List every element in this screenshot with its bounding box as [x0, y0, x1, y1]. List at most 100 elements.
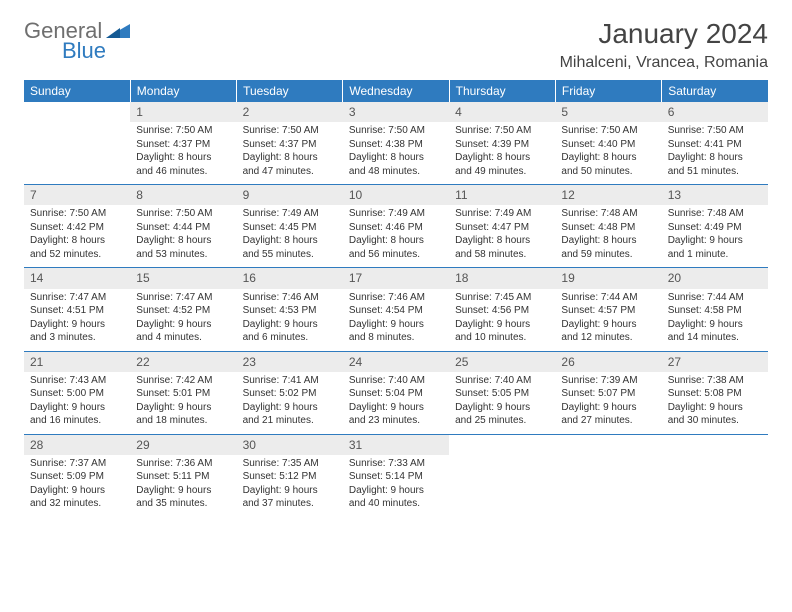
day-number: 27: [662, 352, 768, 372]
day-info-line: Sunrise: 7:50 AM: [243, 124, 337, 138]
week-row: 7Sunrise: 7:50 AMSunset: 4:42 PMDaylight…: [24, 185, 768, 268]
day-info-line: Sunset: 4:45 PM: [243, 221, 337, 235]
day-cell: 11Sunrise: 7:49 AMSunset: 4:47 PMDayligh…: [449, 185, 555, 268]
day-content: Sunrise: 7:46 AMSunset: 4:54 PMDaylight:…: [343, 289, 449, 351]
day-content: Sunrise: 7:42 AMSunset: 5:01 PMDaylight:…: [130, 372, 236, 434]
day-info-line: and 37 minutes.: [243, 497, 337, 511]
day-info-line: Sunrise: 7:42 AM: [136, 374, 230, 388]
day-info-line: Sunset: 5:01 PM: [136, 387, 230, 401]
day-info-line: [668, 470, 762, 484]
day-cell: 9Sunrise: 7:49 AMSunset: 4:45 PMDaylight…: [237, 185, 343, 268]
day-content: Sunrise: 7:38 AMSunset: 5:08 PMDaylight:…: [662, 372, 768, 434]
day-info-line: and 6 minutes.: [243, 331, 337, 345]
day-content: Sunrise: 7:50 AMSunset: 4:37 PMDaylight:…: [130, 122, 236, 184]
week-row: 28Sunrise: 7:37 AMSunset: 5:09 PMDayligh…: [24, 434, 768, 517]
day-cell: 5Sunrise: 7:50 AMSunset: 4:40 PMDaylight…: [555, 102, 661, 185]
weekday-header: Thursday: [449, 80, 555, 102]
day-cell: 19Sunrise: 7:44 AMSunset: 4:57 PMDayligh…: [555, 268, 661, 351]
day-info-line: Sunrise: 7:48 AM: [561, 207, 655, 221]
day-info-line: Sunrise: 7:47 AM: [136, 291, 230, 305]
day-info-line: and 23 minutes.: [349, 414, 443, 428]
day-info-line: Daylight: 9 hours: [668, 234, 762, 248]
day-info-line: Sunrise: 7:50 AM: [30, 207, 124, 221]
weekday-header: Friday: [555, 80, 661, 102]
day-info-line: [561, 470, 655, 484]
day-number: 20: [662, 268, 768, 288]
day-info-line: Sunrise: 7:50 AM: [349, 124, 443, 138]
day-info-line: Daylight: 8 hours: [668, 151, 762, 165]
day-cell: [449, 434, 555, 517]
day-number: 13: [662, 185, 768, 205]
day-info-line: Daylight: 9 hours: [668, 318, 762, 332]
day-info-line: Sunset: 5:05 PM: [455, 387, 549, 401]
day-info-line: and 52 minutes.: [30, 248, 124, 262]
day-cell: 26Sunrise: 7:39 AMSunset: 5:07 PMDayligh…: [555, 351, 661, 434]
day-info-line: Daylight: 9 hours: [349, 484, 443, 498]
day-info-line: and 3 minutes.: [30, 331, 124, 345]
day-info-line: Sunrise: 7:41 AM: [243, 374, 337, 388]
logo-triangle-icon: [106, 20, 130, 43]
day-info-line: Sunset: 4:56 PM: [455, 304, 549, 318]
day-number: 11: [449, 185, 555, 205]
day-number: 17: [343, 268, 449, 288]
day-info-line: and 16 minutes.: [30, 414, 124, 428]
day-cell: 17Sunrise: 7:46 AMSunset: 4:54 PMDayligh…: [343, 268, 449, 351]
day-number: 31: [343, 435, 449, 455]
day-info-line: Sunset: 5:14 PM: [349, 470, 443, 484]
day-cell: [662, 434, 768, 517]
day-cell: 16Sunrise: 7:46 AMSunset: 4:53 PMDayligh…: [237, 268, 343, 351]
day-content: [449, 455, 555, 517]
day-info-line: Sunrise: 7:47 AM: [30, 291, 124, 305]
day-content: Sunrise: 7:36 AMSunset: 5:11 PMDaylight:…: [130, 455, 236, 517]
day-info-line: Sunset: 5:12 PM: [243, 470, 337, 484]
day-info-line: Daylight: 9 hours: [455, 401, 549, 415]
day-info-line: Sunset: 4:41 PM: [668, 138, 762, 152]
day-info-line: Sunrise: 7:50 AM: [561, 124, 655, 138]
day-info-line: and 35 minutes.: [136, 497, 230, 511]
day-info-line: Sunset: 5:02 PM: [243, 387, 337, 401]
day-info-line: Daylight: 9 hours: [349, 401, 443, 415]
day-info-line: Sunset: 4:46 PM: [349, 221, 443, 235]
day-cell: 13Sunrise: 7:48 AMSunset: 4:49 PMDayligh…: [662, 185, 768, 268]
day-content: Sunrise: 7:37 AMSunset: 5:09 PMDaylight:…: [24, 455, 130, 517]
day-info-line: Daylight: 8 hours: [349, 151, 443, 165]
day-info-line: Sunset: 4:39 PM: [455, 138, 549, 152]
day-content: Sunrise: 7:46 AMSunset: 4:53 PMDaylight:…: [237, 289, 343, 351]
day-info-line: Sunrise: 7:50 AM: [136, 124, 230, 138]
day-info-line: Daylight: 9 hours: [561, 318, 655, 332]
day-info-line: Sunset: 4:49 PM: [668, 221, 762, 235]
page-header: General Blue January 2024 Mihalceni, Vra…: [24, 18, 768, 72]
day-content: [24, 122, 130, 184]
day-info-line: Sunset: 5:08 PM: [668, 387, 762, 401]
day-cell: 2Sunrise: 7:50 AMSunset: 4:37 PMDaylight…: [237, 102, 343, 185]
day-cell: 6 Sunrise: 7:50 AMSunset: 4:41 PMDaylight…: [662, 102, 768, 185]
day-info-line: Sunrise: 7:38 AM: [668, 374, 762, 388]
day-info-line: Sunrise: 7:50 AM: [668, 124, 762, 138]
day-number: 6: [662, 102, 768, 122]
day-cell: 30Sunrise: 7:35 AMSunset: 5:12 PMDayligh…: [237, 434, 343, 517]
day-info-line: Sunset: 4:38 PM: [349, 138, 443, 152]
day-content: Sunrise: 7:50 AMSunset: 4:42 PMDaylight:…: [24, 205, 130, 267]
day-content: [555, 455, 661, 517]
day-content: Sunrise: 7:50 AMSunset: 4:37 PMDaylight:…: [237, 122, 343, 184]
day-info-line: Daylight: 8 hours: [136, 234, 230, 248]
month-title: January 2024: [560, 18, 768, 50]
day-info-line: Daylight: 8 hours: [349, 234, 443, 248]
day-info-line: Sunrise: 7:40 AM: [349, 374, 443, 388]
week-row: 21Sunrise: 7:43 AMSunset: 5:00 PMDayligh…: [24, 351, 768, 434]
day-info-line: and 58 minutes.: [455, 248, 549, 262]
day-info-line: Sunrise: 7:44 AM: [561, 291, 655, 305]
day-info-line: Sunset: 5:07 PM: [561, 387, 655, 401]
day-cell: 25Sunrise: 7:40 AMSunset: 5:05 PMDayligh…: [449, 351, 555, 434]
day-content: Sunrise: 7:50 AMSunset: 4:44 PMDaylight:…: [130, 205, 236, 267]
day-info-line: Sunset: 4:47 PM: [455, 221, 549, 235]
day-cell: 8Sunrise: 7:50 AMSunset: 4:44 PMDaylight…: [130, 185, 236, 268]
day-cell: 29Sunrise: 7:36 AMSunset: 5:11 PMDayligh…: [130, 434, 236, 517]
day-info-line: and 40 minutes.: [349, 497, 443, 511]
day-info-line: [30, 165, 124, 179]
day-info-line: [455, 470, 549, 484]
day-info-line: Daylight: 9 hours: [243, 401, 337, 415]
day-cell: [555, 434, 661, 517]
day-info-line: Daylight: 8 hours: [561, 234, 655, 248]
day-content: Sunrise: 7:50 AMSunset: 4:38 PMDaylight:…: [343, 122, 449, 184]
